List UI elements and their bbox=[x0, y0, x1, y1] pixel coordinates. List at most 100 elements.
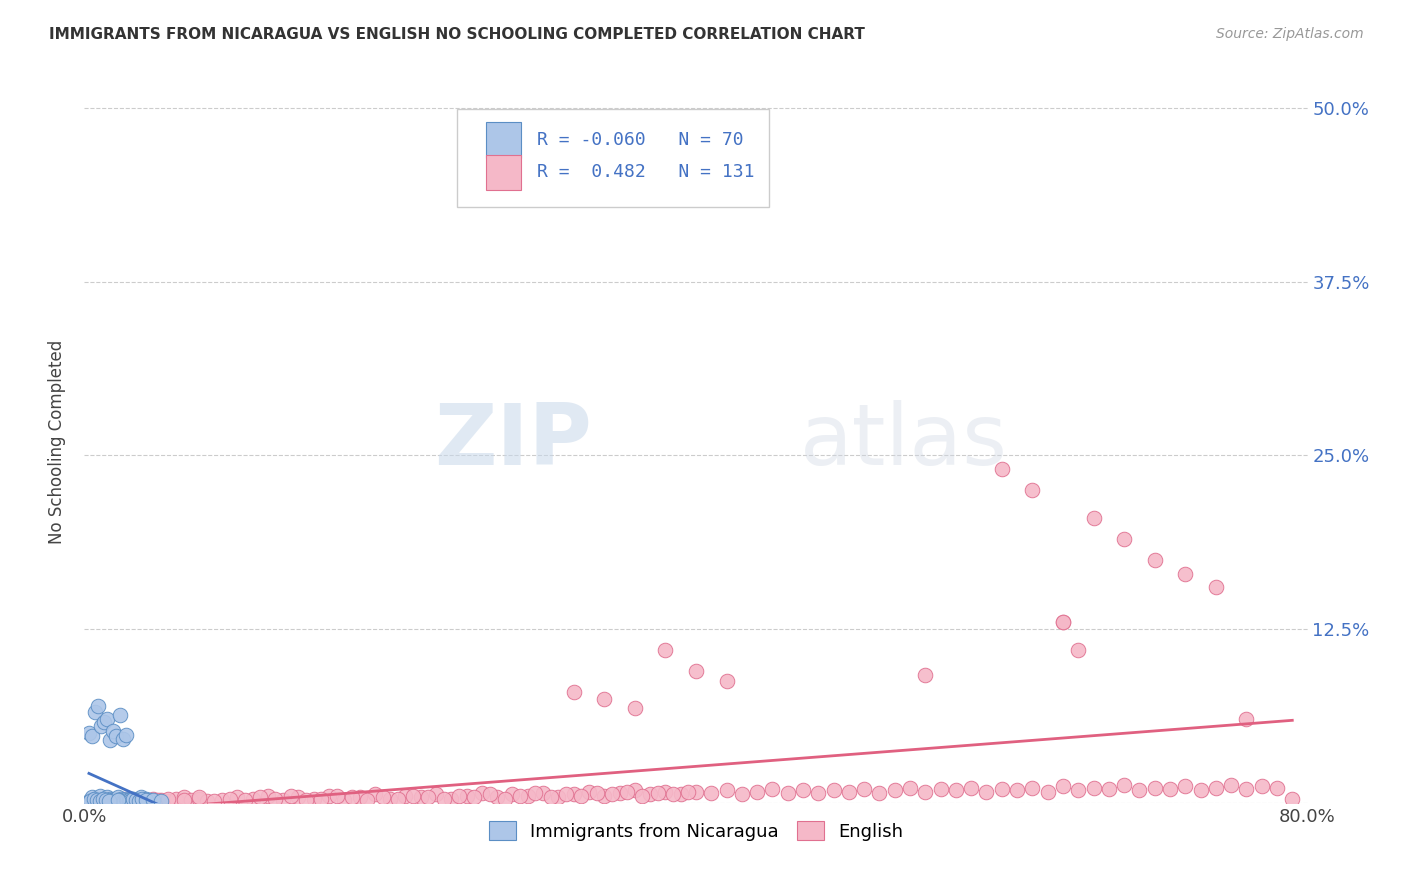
Point bbox=[287, 790, 309, 805]
Point bbox=[96, 790, 118, 805]
Point bbox=[249, 790, 271, 805]
Point bbox=[1159, 781, 1181, 796]
Point bbox=[135, 794, 157, 808]
Point bbox=[502, 788, 524, 802]
Point bbox=[83, 794, 105, 808]
Point bbox=[838, 785, 860, 799]
Point bbox=[1083, 511, 1105, 525]
Point bbox=[731, 788, 754, 802]
Point bbox=[79, 794, 101, 808]
Point bbox=[93, 791, 115, 805]
Point bbox=[960, 780, 983, 795]
Point bbox=[425, 788, 447, 802]
Point bbox=[121, 791, 143, 805]
Point bbox=[96, 713, 118, 727]
Point bbox=[94, 793, 117, 807]
Point bbox=[98, 791, 121, 805]
Point bbox=[105, 793, 128, 807]
Point bbox=[1220, 778, 1243, 792]
Point bbox=[418, 790, 440, 805]
Point bbox=[1052, 779, 1074, 793]
Point bbox=[125, 793, 148, 807]
Point bbox=[669, 788, 692, 802]
Text: IMMIGRANTS FROM NICARAGUA VS ENGLISH NO SCHOOLING COMPLETED CORRELATION CHART: IMMIGRANTS FROM NICARAGUA VS ENGLISH NO … bbox=[49, 27, 865, 42]
Point bbox=[1114, 532, 1136, 546]
FancyBboxPatch shape bbox=[485, 122, 522, 158]
Point bbox=[242, 791, 264, 805]
Point bbox=[387, 791, 409, 805]
Point bbox=[149, 794, 172, 808]
Point bbox=[1067, 783, 1090, 797]
Point bbox=[654, 785, 676, 799]
Point bbox=[494, 791, 516, 805]
Point bbox=[233, 793, 256, 807]
Point bbox=[976, 785, 998, 799]
Point bbox=[1174, 566, 1197, 581]
Point bbox=[122, 793, 145, 807]
Point bbox=[776, 786, 799, 800]
Point bbox=[131, 794, 153, 808]
Point bbox=[105, 729, 128, 743]
Point bbox=[631, 789, 654, 803]
Point bbox=[135, 791, 157, 805]
Point bbox=[188, 791, 211, 805]
Point bbox=[486, 790, 509, 805]
Point bbox=[132, 793, 155, 807]
Point bbox=[107, 793, 129, 807]
Point bbox=[647, 786, 669, 800]
Point bbox=[108, 794, 131, 808]
Point bbox=[325, 789, 347, 803]
Point bbox=[654, 643, 676, 657]
Point bbox=[98, 733, 121, 747]
Point bbox=[600, 788, 623, 802]
Point bbox=[127, 791, 149, 805]
Point bbox=[1250, 779, 1272, 793]
Point bbox=[478, 788, 501, 802]
Point bbox=[991, 462, 1014, 476]
Point bbox=[456, 789, 478, 803]
Point bbox=[578, 785, 600, 799]
Point bbox=[356, 793, 378, 807]
Point bbox=[318, 789, 340, 803]
Point bbox=[111, 794, 134, 808]
Point bbox=[792, 783, 814, 797]
Point bbox=[124, 793, 146, 807]
Point bbox=[80, 790, 103, 805]
Point bbox=[122, 791, 145, 805]
Point bbox=[111, 793, 134, 807]
Point bbox=[96, 791, 118, 805]
Point bbox=[120, 791, 142, 805]
Point bbox=[531, 786, 554, 800]
Point bbox=[685, 785, 707, 799]
Point bbox=[562, 684, 585, 698]
Point bbox=[1052, 615, 1074, 630]
Point bbox=[111, 791, 134, 805]
Point bbox=[853, 781, 876, 796]
Point bbox=[547, 790, 569, 805]
Point bbox=[211, 793, 233, 807]
Point bbox=[371, 790, 394, 805]
Point bbox=[89, 789, 111, 803]
Point bbox=[87, 698, 110, 713]
Point bbox=[593, 789, 616, 803]
Point bbox=[440, 791, 463, 805]
Point bbox=[638, 788, 661, 802]
Point bbox=[593, 691, 616, 706]
Point bbox=[91, 794, 114, 808]
Point bbox=[97, 794, 120, 808]
Point bbox=[1236, 781, 1258, 796]
Text: R = -0.060   N = 70: R = -0.060 N = 70 bbox=[537, 131, 744, 149]
Point bbox=[340, 790, 363, 805]
Point bbox=[585, 786, 607, 800]
Point bbox=[1114, 778, 1136, 792]
Point bbox=[609, 786, 631, 800]
Point bbox=[761, 781, 783, 796]
Point bbox=[616, 785, 638, 799]
Point bbox=[90, 719, 112, 733]
Point bbox=[433, 791, 456, 805]
Point bbox=[131, 791, 153, 805]
Text: Source: ZipAtlas.com: Source: ZipAtlas.com bbox=[1216, 27, 1364, 41]
Point bbox=[226, 790, 249, 805]
Point bbox=[463, 790, 485, 805]
FancyBboxPatch shape bbox=[457, 109, 769, 207]
